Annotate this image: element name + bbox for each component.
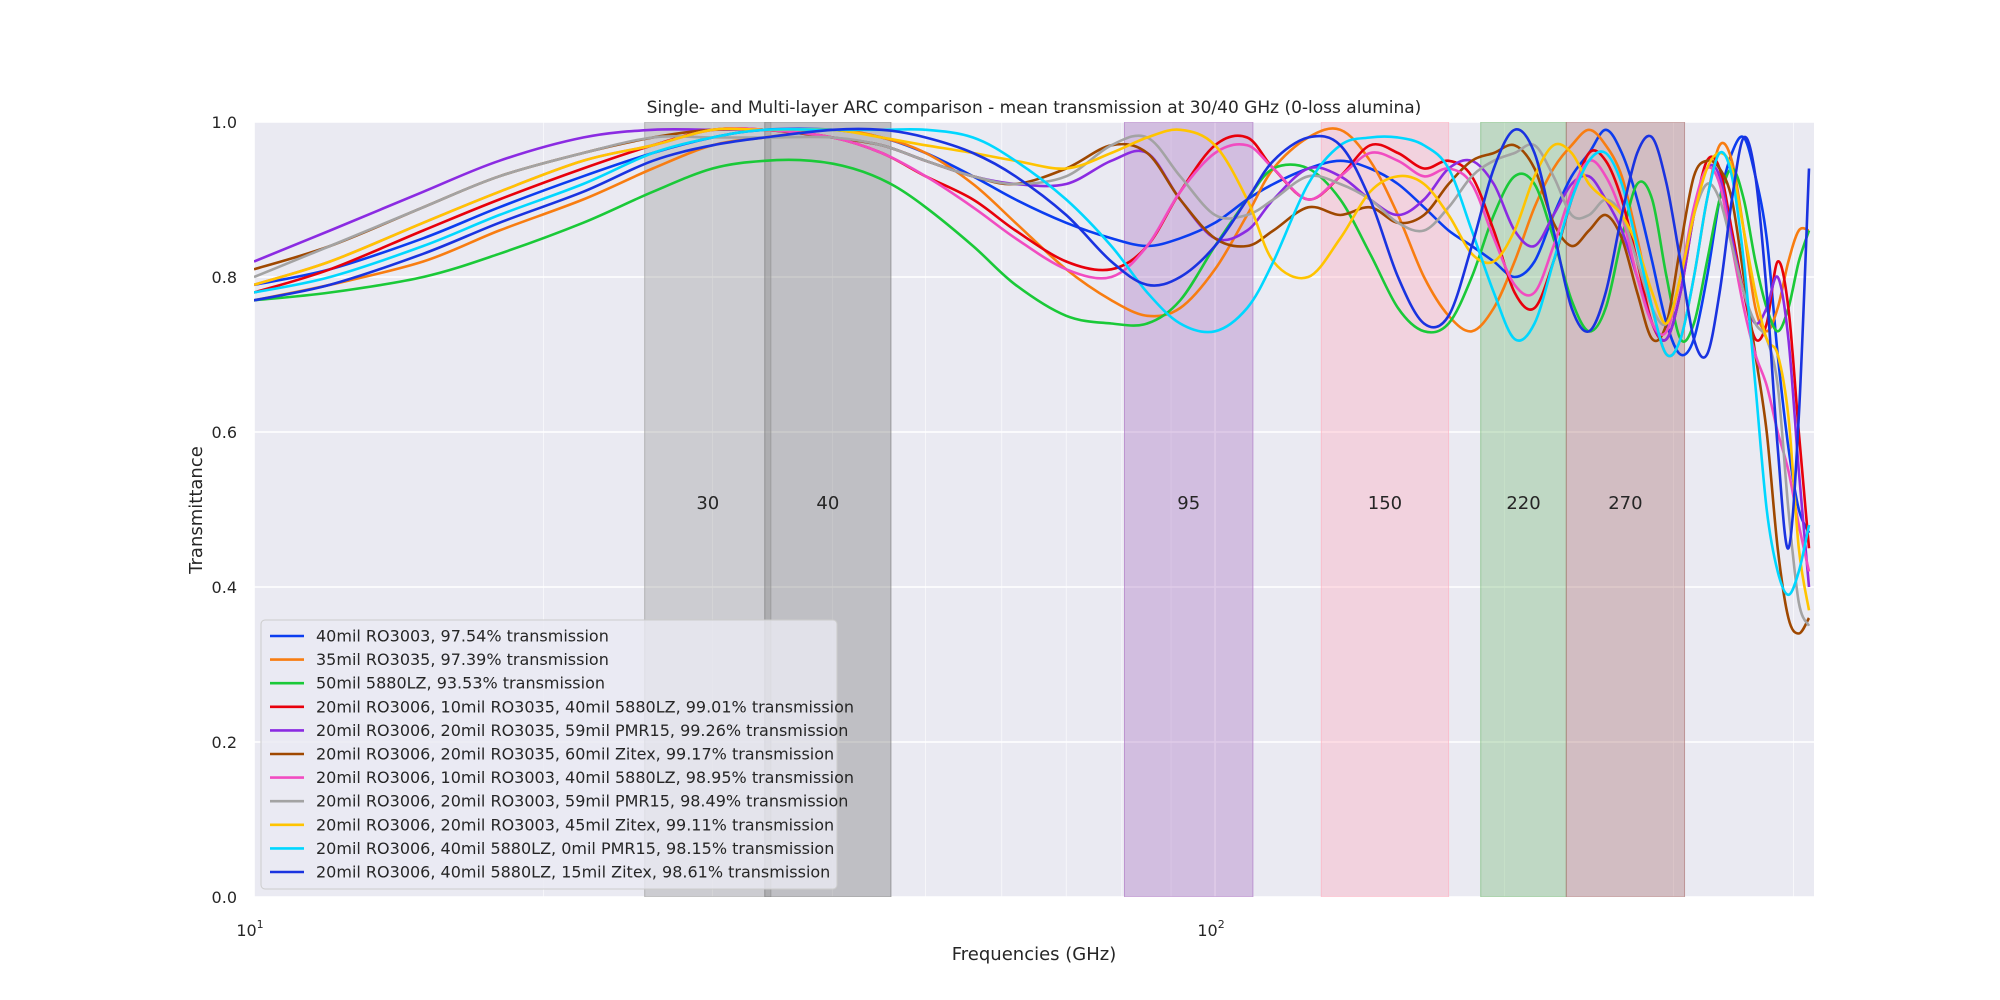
y-tick-label: 0.8 — [212, 268, 237, 287]
legend-label: 35mil RO3035, 97.39% transmission — [316, 650, 609, 669]
x-tick-labels: 101 102 — [236, 918, 1224, 940]
y-axis-label: Transmittance — [186, 446, 207, 575]
series-line-8 — [254, 134, 1811, 627]
series-line-7 — [254, 127, 1811, 572]
y-tick-label: 0.4 — [212, 578, 237, 597]
x-axis-label: Frequencies (GHz) — [952, 944, 1117, 965]
series-lines — [254, 127, 1811, 635]
y-tick-label: 0.6 — [212, 423, 237, 442]
series-line-3 — [254, 158, 1811, 343]
legend: 40mil RO3003, 97.54% transmission 35mil R… — [260, 619, 854, 890]
x-tick-exponent: 2 — [1218, 918, 1225, 931]
chart-title: Single- and Multi-layer ARC comparison -… — [647, 98, 1422, 118]
legend-label: 20mil RO3006, 20mil RO3035, 60mil Zitex,… — [316, 745, 834, 764]
y-tick-label: 1.0 — [212, 113, 237, 132]
x-tick-label: 101 — [236, 918, 263, 940]
legend-label: 20mil RO3006, 20mil RO3003, 45mil Zitex,… — [316, 815, 834, 834]
series-line-11 — [254, 127, 1811, 550]
legend-label: 20mil RO3006, 20mil RO3003, 59mil PMR15,… — [316, 792, 848, 811]
y-tick-labels: 0.0 0.2 0.4 0.6 0.8 1.0 — [212, 113, 237, 907]
y-tick-label: 0.2 — [212, 733, 237, 752]
band-labels: 30 40 95 150 220 270 — [696, 493, 1642, 514]
band-95 — [1124, 122, 1254, 897]
band-label-220: 220 — [1506, 493, 1540, 514]
band-label-30: 30 — [696, 493, 719, 514]
legend-label: 20mil RO3006, 20mil RO3035, 59mil PMR15,… — [316, 721, 848, 740]
band-150 — [1320, 122, 1450, 897]
band-label-40: 40 — [816, 493, 839, 514]
x-tick-exponent: 1 — [257, 918, 264, 931]
legend-frame — [260, 619, 838, 890]
grid — [253, 121, 1814, 898]
band-label-150: 150 — [1368, 493, 1402, 514]
legend-label: 40mil RO3003, 97.54% transmission — [316, 627, 609, 646]
legend-entries: 40mil RO3003, 97.54% transmission 35mil R… — [270, 627, 854, 882]
band-label-270: 270 — [1608, 493, 1642, 514]
legend-label: 20mil RO3006, 40mil 5880LZ, 0mil PMR15, … — [316, 839, 834, 858]
legend-label: 20mil RO3006, 40mil 5880LZ, 15mil Zitex,… — [316, 863, 830, 882]
legend-label: 20mil RO3006, 10mil RO3035, 40mil 5880LZ… — [316, 697, 854, 716]
x-tick-base: 10 — [236, 921, 256, 940]
x-tick-label: 102 — [1197, 918, 1224, 940]
y-tick-label: 0.0 — [212, 888, 237, 907]
legend-label: 20mil RO3006, 10mil RO3003, 40mil 5880LZ… — [316, 768, 854, 787]
legend-label: 50mil 5880LZ, 93.53% transmission — [316, 674, 605, 693]
band-label-95: 95 — [1177, 493, 1200, 514]
x-tick-base: 10 — [1197, 921, 1217, 940]
